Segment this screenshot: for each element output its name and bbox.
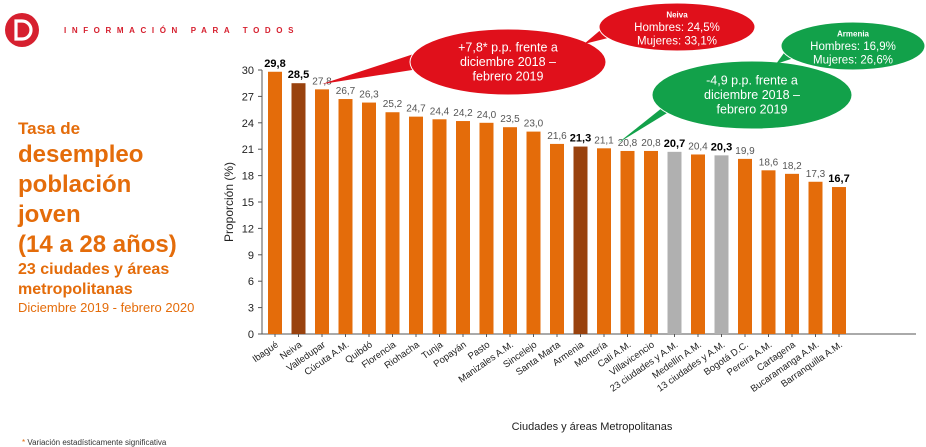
bar (785, 173, 799, 334)
bar-value-label: 20,3 (711, 141, 732, 153)
neiva-detail-callout-text: Mujeres: 33,1% (637, 35, 717, 47)
bar (338, 99, 353, 334)
bar (620, 150, 635, 334)
y-tick-label: 12 (242, 223, 254, 235)
y-tick-label: 30 (242, 65, 254, 77)
bar (526, 131, 541, 334)
bar (667, 151, 682, 334)
bar (456, 121, 470, 334)
y-tick-label: 15 (242, 197, 254, 209)
x-tick-label: Ibagué (251, 339, 281, 365)
armenia-detail-callout-text: Hombres: 16,9% (810, 41, 896, 53)
neiva-change-callout-pointer (322, 48, 432, 84)
bar-value-label: 18,2 (782, 161, 802, 172)
bar-value-label: 20,8 (618, 138, 638, 149)
neiva-detail-callout-bubble (598, 2, 756, 52)
bar-value-label: 20,4 (688, 141, 708, 152)
bar-value-label: 25,2 (383, 99, 403, 110)
neiva-detail-callout-text: Hombres: 24,5% (634, 22, 720, 34)
y-tick-label: 21 (242, 144, 254, 156)
y-tick-label: 6 (248, 276, 254, 288)
bar (573, 146, 588, 334)
bar (432, 119, 447, 334)
armenia-change-callout-text: -4,9 p.p. frente a (706, 74, 798, 88)
armenia-detail-callout-title: Armenia (837, 29, 870, 38)
bar (808, 181, 823, 334)
bar-value-label: 21,1 (594, 135, 614, 146)
bar (268, 71, 282, 334)
bar-value-label: 19,9 (735, 146, 755, 157)
bar-value-label: 17,3 (806, 169, 826, 180)
armenia-change-callout-text: diciembre 2018 – (704, 88, 800, 102)
armenia-change-callout-bubble (651, 60, 853, 130)
title-line-3: población (18, 171, 132, 198)
bar-value-label: 26,7 (336, 86, 356, 97)
bar (385, 112, 400, 335)
bar-value-label: 23,0 (524, 119, 544, 130)
y-tick-label: 18 (242, 171, 254, 183)
bar-value-label: 24,0 (477, 110, 497, 121)
bar-value-label: 26,3 (359, 90, 379, 101)
logo-letter-d (14, 19, 33, 41)
bar-value-label: 24,4 (430, 106, 450, 117)
y-tick-label: 9 (248, 250, 254, 262)
bar (738, 158, 752, 334)
logo (5, 13, 39, 47)
bar (409, 116, 423, 334)
bar-value-label: 20,8 (641, 138, 661, 149)
bar-value-label: 18,6 (759, 157, 779, 168)
armenia-change-callout-text: febrero 2019 (717, 103, 788, 117)
x-axis-title: Ciudades y áreas Metropolitanas (512, 421, 673, 433)
bar (714, 155, 729, 334)
brand-tagline: INFORMACIÓN PARA TODOS (64, 26, 300, 35)
bar-value-label: 23,5 (500, 114, 520, 125)
y-tick-label: 3 (248, 303, 254, 315)
bar (479, 122, 494, 334)
title-line-6: 23 ciudades y áreas (18, 261, 170, 278)
bar-value-label: 29,8 (264, 58, 285, 70)
title-line-7: metropolitanas (18, 281, 133, 298)
bar (597, 148, 611, 334)
bar (691, 154, 705, 334)
bar-value-label: 21,3 (570, 133, 591, 145)
bar (550, 143, 564, 334)
bar-value-label: 28,5 (288, 69, 309, 81)
footnote-asterisk: * (22, 438, 26, 447)
bar (832, 187, 846, 334)
bar-value-label: 24,7 (406, 104, 426, 115)
bar (362, 102, 376, 334)
title-line-1: Tasa de (18, 119, 81, 138)
bar (644, 150, 658, 334)
bar (315, 89, 329, 334)
chart-title-panel: Tasa de desempleo población joven (14 a … (18, 118, 233, 316)
bar-value-label: 27,8 (312, 76, 332, 87)
armenia-detail-callout-bubble (780, 21, 926, 71)
bar-value-label: 24,2 (453, 108, 473, 119)
title-line-4: joven (18, 201, 81, 228)
bar (291, 83, 306, 334)
title-period: Diciembre 2019 - febrero 2020 (18, 300, 195, 315)
y-tick-label: 27 (242, 91, 254, 103)
bar (503, 127, 517, 334)
neiva-change-callout-text: diciembre 2018 – (460, 55, 556, 69)
logo-circle (5, 13, 39, 47)
y-tick-label: 0 (248, 329, 254, 341)
bar (761, 170, 776, 334)
neiva-change-callout-text: +7,8* p.p. frente a (458, 41, 558, 55)
neiva-change-callout-bubble (409, 28, 607, 96)
title-line-5: (14 a 28 años) (18, 231, 177, 258)
y-tick-label: 24 (242, 118, 254, 130)
armenia-detail-callout-text: Mujeres: 26,6% (813, 54, 893, 66)
footnote: * Variación estadísticamente significati… (22, 438, 167, 447)
bar-value-label: 21,6 (547, 131, 567, 142)
title-line-2: desempleo (18, 141, 144, 168)
bar-value-label: 20,7 (664, 138, 685, 150)
neiva-detail-callout-title: Neiva (666, 10, 688, 19)
y-axis-title: Proporción (%) (222, 162, 236, 242)
neiva-change-callout-text: febrero 2019 (473, 70, 544, 84)
bar-value-label: 16,7 (828, 173, 849, 185)
